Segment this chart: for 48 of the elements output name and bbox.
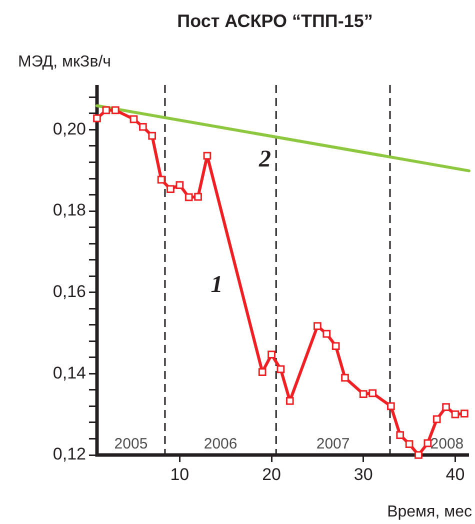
point bbox=[157, 176, 166, 184]
point bbox=[138, 122, 147, 131]
point bbox=[176, 181, 184, 189]
point bbox=[405, 440, 414, 448]
point bbox=[111, 106, 120, 114]
series-label: 2 bbox=[258, 146, 271, 172]
point bbox=[341, 374, 349, 382]
point bbox=[396, 431, 404, 440]
point bbox=[130, 115, 138, 124]
point bbox=[184, 193, 193, 202]
point bbox=[451, 410, 460, 418]
y-tick-label: 0,12 bbox=[52, 444, 86, 464]
annotation: 2007 bbox=[316, 436, 350, 453]
point bbox=[148, 132, 156, 140]
annotation: 2008 bbox=[430, 436, 464, 453]
point bbox=[359, 390, 368, 398]
x-tick-label: 20 bbox=[262, 464, 281, 484]
point bbox=[314, 322, 322, 330]
point bbox=[203, 152, 212, 160]
x-tick-label: 10 bbox=[170, 464, 190, 484]
point bbox=[322, 330, 331, 338]
point bbox=[93, 114, 101, 122]
x-tick-label: 30 bbox=[354, 464, 373, 484]
point bbox=[268, 350, 276, 359]
series-label: 1 bbox=[210, 272, 223, 298]
y-tick-label: 0,16 bbox=[52, 282, 86, 302]
point bbox=[276, 365, 285, 374]
point bbox=[194, 192, 202, 201]
point bbox=[432, 415, 441, 424]
point bbox=[332, 342, 340, 350]
annotation: 2006 bbox=[204, 436, 238, 453]
point bbox=[442, 403, 450, 411]
annotation: 2005 bbox=[114, 436, 148, 453]
point bbox=[258, 368, 266, 376]
point bbox=[386, 402, 395, 410]
point bbox=[414, 451, 422, 459]
y-tick-label: 0,20 bbox=[52, 119, 86, 138]
chart-title: Пост АСКРО “ТПП-15” bbox=[177, 10, 373, 31]
x-axis-title: Время, мес bbox=[387, 503, 472, 520]
x-tick-label: 40 bbox=[446, 464, 465, 484]
y-axis-title: МЭД, мкЗв/ч bbox=[18, 53, 111, 70]
y-tick-label: 0,14 bbox=[52, 363, 86, 382]
point bbox=[460, 410, 468, 418]
point bbox=[102, 106, 110, 114]
point bbox=[368, 389, 376, 398]
point bbox=[286, 396, 294, 405]
point bbox=[166, 185, 174, 194]
y-tick-label: 0,18 bbox=[52, 200, 86, 220]
